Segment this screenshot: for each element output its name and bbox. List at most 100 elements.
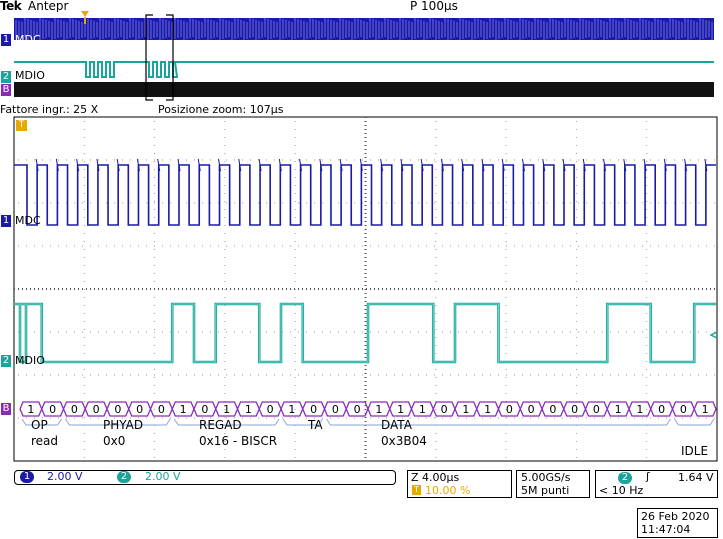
grid-dot [522, 374, 523, 376]
grid-dot [82, 202, 83, 204]
trigger-marker[interactable]: T [16, 120, 27, 131]
grid-center-tick [364, 133, 367, 134]
grid-dot [58, 417, 59, 419]
grid-dot [594, 159, 595, 161]
grid-center-tick [470, 288, 471, 290]
bus-bit-cell [62, 401, 86, 417]
bus-bit-value: 1 [615, 403, 622, 416]
grid-dot [474, 159, 475, 161]
bus-bit-value: 0 [114, 403, 121, 416]
grid-dot [435, 129, 437, 130]
grid-dot [646, 353, 648, 354]
grid-dot [646, 297, 648, 298]
grid-dot [575, 457, 577, 458]
grid-dot [458, 417, 459, 419]
grid-dot [666, 202, 667, 204]
grid-dot [575, 353, 577, 354]
grid-dot [18, 159, 19, 161]
grid-dot [394, 159, 395, 161]
overview-ch2-marker[interactable]: 2 [1, 71, 11, 83]
grid-dot [346, 374, 347, 376]
grid-dot [690, 245, 691, 247]
grid-center-tick [650, 288, 651, 290]
grid-dot [202, 374, 203, 376]
grid-center-tick [594, 288, 595, 290]
record-length: 5M punti [521, 484, 570, 497]
grid-dot [242, 159, 243, 161]
bus-bit-value: 0 [680, 403, 687, 416]
bus-bit-cell [628, 401, 652, 417]
grid-center-tick [364, 289, 367, 290]
grid-dot [162, 245, 163, 247]
grid-dot [346, 417, 347, 419]
grid-dot [298, 417, 299, 419]
grid-dot [146, 245, 147, 247]
grid-center-tick [358, 288, 359, 290]
grid-dot [646, 369, 648, 370]
grid-dot [83, 417, 85, 418]
grid-dot [294, 265, 296, 266]
grid-dot [294, 145, 296, 146]
grid-dot [646, 457, 648, 458]
grid-center-tick [364, 365, 367, 366]
grid-dot [274, 331, 275, 333]
grid-dot [294, 185, 296, 186]
grid-center-tick [442, 288, 443, 290]
grid-dot [224, 353, 226, 354]
grid-dot [224, 169, 226, 170]
grid-center-tick [154, 288, 155, 290]
bus-bit-value: 0 [310, 403, 317, 416]
overview-bus-marker[interactable]: B [1, 84, 11, 96]
grid-center-tick [258, 288, 259, 290]
grid-dot [435, 297, 437, 298]
grid-dot [130, 374, 131, 376]
grid-dot [646, 417, 648, 418]
grid-dot [490, 245, 491, 247]
ch1-noise-spike [177, 158, 181, 172]
grid-center-tick [490, 288, 491, 290]
horizontal-position: 10.00 % [425, 484, 471, 497]
grid-dot [658, 245, 659, 247]
acquisition-box[interactable]: 5.00GS/s 5M punti [516, 470, 590, 498]
grid-dot [530, 202, 531, 204]
trigger-box[interactable]: 2 ʃ 1.64 V < 10 Hz [595, 470, 718, 498]
ch1-marker[interactable]: 1 [1, 215, 11, 227]
grid-dot [146, 202, 147, 204]
ch1-noise-spike [501, 158, 505, 172]
decode-data-name: DATA [381, 418, 412, 432]
grid-dot [505, 377, 507, 378]
ch1-scale-box[interactable]: 1 2.00 V 2 2.00 V [14, 470, 396, 485]
grid-dot [386, 417, 387, 419]
grid-dot [224, 241, 226, 242]
grid-center-tick [364, 201, 367, 202]
grid-center-tick [364, 333, 367, 334]
grid-dot [435, 385, 437, 386]
grid-dot [234, 202, 235, 204]
grid-dot [642, 331, 643, 333]
grid-center-tick [562, 288, 563, 290]
grid-dot [450, 374, 451, 376]
horizontal-box[interactable]: Z 4.00µs T 10.00 % [407, 470, 512, 498]
grid-dot [658, 159, 659, 161]
grid-dot [26, 159, 27, 161]
grid-dot [154, 345, 156, 346]
grid-dot [154, 305, 156, 306]
grid-dot [294, 441, 296, 442]
grid-dot [575, 161, 577, 162]
ch2-marker[interactable]: 2 [1, 355, 11, 367]
grid-dot [418, 245, 419, 247]
grid-dot [138, 245, 139, 247]
grid-dot [90, 331, 91, 333]
overview-ch1-marker[interactable]: 1 [1, 34, 11, 46]
grid-dot [224, 121, 226, 122]
grid-dot [706, 374, 707, 376]
grid-dot [610, 417, 611, 419]
grid-center-tick [614, 288, 615, 290]
grid-center-tick [26, 288, 27, 290]
grid-center-tick [706, 288, 707, 290]
ch1-trace-noise [35, 158, 708, 172]
bus-marker[interactable]: B [1, 403, 11, 415]
grid-dot [434, 245, 435, 247]
grid-dot [578, 245, 579, 247]
grid-center-tick [654, 288, 655, 290]
